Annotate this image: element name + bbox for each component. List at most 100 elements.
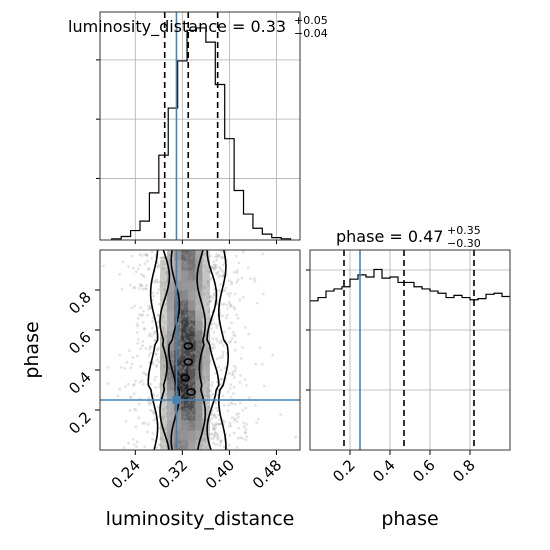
sample-point	[167, 384, 171, 388]
sample-point	[206, 302, 210, 306]
sample-point	[149, 382, 153, 386]
sample-point	[194, 321, 198, 325]
sample-point	[157, 302, 161, 306]
sample-point	[106, 382, 110, 386]
sample-point	[185, 407, 189, 411]
density-cell	[160, 360, 168, 371]
sample-point	[186, 253, 189, 257]
sample-point	[207, 382, 211, 386]
density-cell	[195, 270, 203, 281]
sample-point	[208, 359, 212, 362]
sample-point	[187, 434, 190, 438]
sample-point	[181, 419, 185, 423]
density-cell	[167, 400, 175, 411]
sample-point	[222, 403, 226, 407]
sample-point	[191, 366, 194, 370]
sample-point	[185, 424, 189, 427]
sample-point	[192, 407, 195, 411]
sample-point	[169, 332, 173, 336]
sample-point	[208, 300, 212, 304]
sample-point	[128, 349, 131, 353]
sample-point	[189, 293, 193, 297]
sample-point	[182, 332, 185, 336]
sample-point	[207, 389, 210, 393]
sample-point	[140, 254, 144, 258]
sample-point	[164, 406, 168, 410]
sample-point	[199, 283, 203, 287]
sample-point	[184, 382, 188, 385]
sample-point	[172, 427, 176, 431]
sample-point	[222, 302, 226, 306]
sample-point	[184, 291, 188, 295]
sample-point	[207, 378, 211, 382]
sample-point	[193, 350, 197, 354]
sample-point	[215, 271, 218, 275]
sample-point	[195, 302, 199, 306]
sample-point	[154, 352, 158, 356]
density-cell	[160, 280, 168, 291]
sample-point	[191, 379, 195, 383]
sample-point	[216, 423, 220, 427]
sample-point	[189, 295, 192, 299]
sample-point	[169, 390, 173, 394]
sample-point	[196, 410, 200, 414]
density-cell	[188, 380, 196, 391]
sample-point	[213, 424, 216, 428]
sample-point	[232, 376, 236, 380]
sample-point	[206, 279, 210, 283]
contour-inner-0	[183, 342, 194, 350]
sample-point	[171, 410, 174, 414]
sample-point	[186, 447, 190, 451]
sample-point	[190, 410, 194, 414]
sample-point	[214, 372, 217, 375]
sample-point	[179, 436, 183, 440]
sample-point	[213, 263, 217, 267]
sample-point	[179, 435, 183, 438]
sample-point	[160, 358, 164, 362]
sample-point	[160, 318, 164, 322]
density-cell	[167, 340, 175, 351]
sample-point	[177, 445, 180, 449]
density-cell	[195, 430, 203, 441]
sample-point	[233, 270, 236, 274]
sample-point	[130, 306, 134, 310]
sample-point	[183, 421, 187, 425]
sample-point	[181, 340, 185, 344]
sample-point	[187, 304, 191, 308]
sample-point	[199, 334, 203, 338]
density-cell	[181, 380, 189, 391]
sample-point	[146, 430, 149, 434]
sample-point	[169, 389, 173, 393]
sample-point	[180, 345, 184, 349]
sample-point	[180, 432, 184, 436]
sample-point	[196, 413, 200, 417]
sample-point	[204, 437, 207, 440]
sample-point	[153, 339, 157, 343]
sample-point	[190, 380, 194, 384]
sample-point	[205, 347, 209, 351]
density-cell	[202, 290, 210, 301]
sample-point	[172, 294, 176, 297]
axes-frame-hist-phase	[309, 249, 511, 451]
sample-point	[193, 376, 197, 379]
sample-point	[147, 354, 151, 357]
sample-point	[179, 366, 183, 370]
sample-point	[106, 365, 110, 369]
truth-marker	[172, 396, 181, 404]
sample-point	[201, 417, 205, 421]
sample-point	[168, 330, 172, 334]
sample-point	[208, 389, 212, 393]
sample-point	[150, 334, 153, 338]
sample-point	[159, 437, 163, 440]
sample-point	[213, 266, 217, 270]
sample-point	[179, 348, 182, 352]
sample-point	[165, 424, 169, 427]
density-cell	[160, 430, 168, 441]
sample-point	[212, 331, 216, 334]
sample-point	[218, 422, 222, 426]
density-cell	[202, 250, 210, 261]
sample-point	[230, 373, 234, 376]
sample-point	[164, 309, 168, 313]
sample-point	[227, 403, 231, 407]
sample-point	[235, 420, 239, 424]
